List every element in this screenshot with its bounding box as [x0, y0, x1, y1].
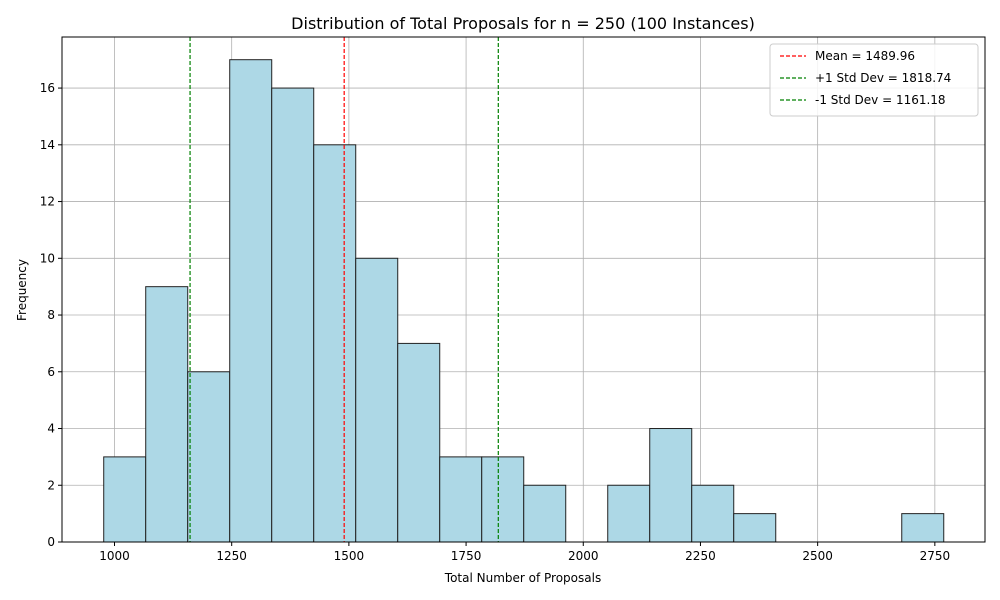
x-tick-label: 2500 [802, 549, 833, 563]
y-axis-label: Frequency [15, 259, 29, 321]
histogram-bar [355, 257, 399, 543]
legend: Mean = 1489.96 +1 Std Dev = 1818.74 -1 Std… [769, 43, 979, 117]
legend-entry: -1 Std Dev = 1161.18 [815, 93, 946, 107]
x-axis-label: Total Number of Proposals [444, 571, 601, 585]
histogram-bar [313, 144, 357, 543]
histogram-bar [439, 456, 483, 543]
legend-entry: Mean = 1489.96 [815, 49, 915, 63]
histogram-bar [271, 87, 315, 543]
x-tick-label: 1250 [216, 549, 247, 563]
histogram-bar [523, 484, 567, 543]
x-tick-label: 2750 [920, 549, 951, 563]
y-tick-label: 2 [47, 478, 55, 492]
plot-area-frame [61, 36, 986, 543]
histogram-bar [103, 456, 147, 543]
x-tick-label: 2000 [568, 549, 599, 563]
x-tick-label: 1750 [451, 549, 482, 563]
histogram-bar [691, 484, 735, 543]
legend-entry: +1 Std Dev = 1818.74 [815, 71, 951, 85]
histogram-bar [901, 513, 945, 543]
histogram-bar [649, 428, 693, 543]
y-axis-ticks: 0 2 4 6 8 10 12 14 16 [40, 81, 62, 549]
y-tick-label: 6 [47, 365, 55, 379]
x-axis-ticks: 1000 1250 1500 1750 2000 2250 2500 2750 [99, 542, 950, 563]
histogram-bar [187, 371, 231, 543]
histogram-bar [481, 456, 525, 543]
y-tick-label: 16 [40, 81, 55, 95]
y-tick-label: 14 [40, 138, 55, 152]
x-tick-label: 2250 [685, 549, 716, 563]
histogram-bars [103, 59, 945, 543]
x-tick-label: 1500 [334, 549, 365, 563]
y-tick-label: 4 [47, 422, 55, 436]
histogram-bar [145, 286, 189, 543]
y-tick-label: 12 [40, 195, 55, 209]
histogram-bar [733, 513, 777, 543]
histogram-bar [607, 484, 651, 543]
chart-title: Distribution of Total Proposals for n = … [291, 14, 755, 33]
histogram-bar [397, 342, 441, 543]
y-tick-label: 10 [40, 251, 55, 265]
legend-box [769, 43, 979, 117]
x-tick-label: 1000 [99, 549, 130, 563]
y-tick-label: 0 [47, 535, 55, 549]
reference-lines [189, 37, 499, 542]
y-tick-label: 8 [47, 308, 55, 322]
histogram-bar [229, 59, 273, 543]
